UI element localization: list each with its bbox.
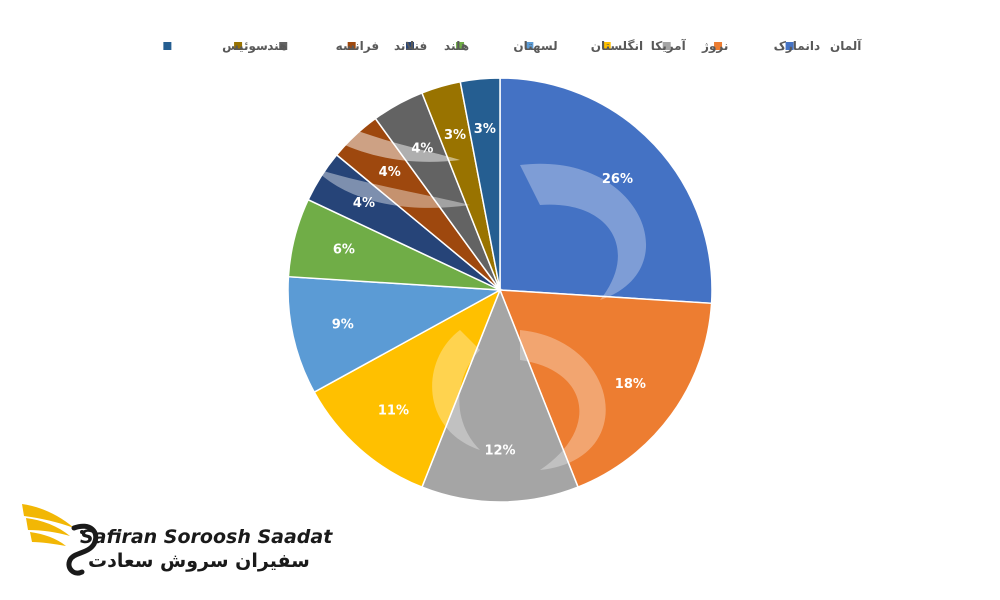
slice-value-label: 4% [379,165,401,180]
legend-entry-label: آلمان [830,38,862,53]
legend-swatch [456,42,465,50]
company-logo: Safiran Soroosh Saadat سفیران سروش سعادت [18,492,332,582]
legend-swatch [347,42,356,50]
legend-swatch [525,42,534,50]
legend-entry-label: لسهتان [513,39,557,53]
slice-value-label: 18% [615,377,646,392]
slice-value-label: 11% [378,403,409,418]
pie-slices: 26% 18% 12% 11% 9% 6% 4% 4% 4% 3% 3% [287,77,713,503]
pie-slice [499,77,713,305]
legend-swatch [662,42,671,50]
slice-value-label: 9% [332,318,354,333]
legend-entry-label: انگلستان [591,39,643,53]
legend-entry-label: نروژ [701,39,728,54]
legend-swatch [714,42,723,50]
pie-slice [287,275,503,394]
logo-persian-text: سفیران سروش سعادت [88,550,310,572]
slice-value-label: 3% [474,122,496,137]
pie-slice [498,289,713,489]
slice-value-label: 3% [444,128,466,143]
logo-latin-text: Safiran Soroosh Saadat [80,526,333,548]
legend-swatch [279,42,288,50]
slice-value-label: 6% [333,242,355,257]
legend-entry-label: دانمارک [774,39,821,53]
chart-legend: آلمان دانمارک نروژ آمریکا انگلستان لسهتان هلند… [163,38,862,54]
legend-swatch [234,42,243,50]
legend-entry-label: فرانسه [336,39,379,53]
legend-swatch [785,42,794,50]
slice-value-label: 12% [484,444,515,459]
pie-slice [459,77,501,291]
legend-swatch [163,42,172,50]
slice-value-label: 26% [602,172,633,187]
legend-swatch [405,42,414,50]
slice-value-label: 4% [353,196,375,211]
slice-value-label: 4% [411,141,433,156]
legend-swatch [602,42,611,50]
pie-slice [420,287,580,503]
legend-entry-label: فنلاند [394,39,427,53]
pie-slice [313,288,502,489]
legend-entry-label: هند [267,39,287,53]
legend-entry-label: آمریکا [651,38,687,53]
legend-entry-label: سوئیس [222,39,268,54]
watermark-swan [270,75,647,470]
legend-entry-label: هلند [444,39,469,53]
swan-logo-icon [22,504,99,576]
